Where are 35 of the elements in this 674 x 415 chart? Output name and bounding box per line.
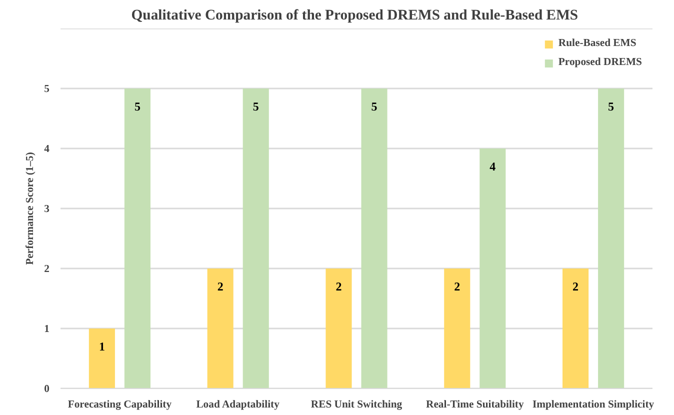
y-tick-label: 0 — [44, 384, 50, 395]
y-tick-label: 1 — [44, 324, 50, 335]
x-tick-label: Real-Time Suitability — [426, 400, 524, 410]
bar — [562, 268, 589, 388]
x-tick-label: RES Unit Switching — [310, 400, 403, 410]
data-label: 2 — [454, 280, 460, 294]
data-label: 1 — [98, 340, 105, 354]
bar — [480, 148, 506, 388]
y-axis-title: Performance Score (1–5) — [25, 152, 36, 265]
legend-label: Rule-Based EMS — [558, 38, 636, 49]
y-tick-label: 2 — [44, 264, 50, 275]
data-label: 2 — [217, 280, 224, 294]
data-label: 5 — [608, 100, 614, 114]
y-tick-label: 3 — [44, 204, 50, 215]
bar — [207, 268, 234, 388]
x-tick-label: Forecasting Capability — [68, 400, 172, 410]
bar — [326, 268, 352, 388]
bar — [88, 328, 115, 388]
bar — [242, 88, 269, 388]
data-label: 5 — [252, 100, 259, 114]
data-label: 2 — [336, 280, 342, 294]
x-tick-label: Load Adaptability — [196, 400, 280, 410]
data-label: 4 — [490, 160, 496, 174]
legend-label: Proposed DREMS — [558, 57, 642, 68]
data-label: 2 — [572, 280, 579, 294]
y-tick-label: 5 — [44, 84, 50, 95]
bar — [124, 88, 150, 388]
bar — [598, 88, 624, 388]
data-label: 5 — [134, 100, 140, 114]
x-tick-label: Implementation Simplicity — [532, 400, 655, 410]
chart-title: Qualitative Comparison of the Proposed DREMS and Rule-Based EMS — [131, 8, 578, 24]
bar — [444, 268, 470, 388]
bar — [361, 88, 388, 388]
y-tick-label: 4 — [44, 144, 50, 155]
data-label: 5 — [371, 100, 378, 114]
